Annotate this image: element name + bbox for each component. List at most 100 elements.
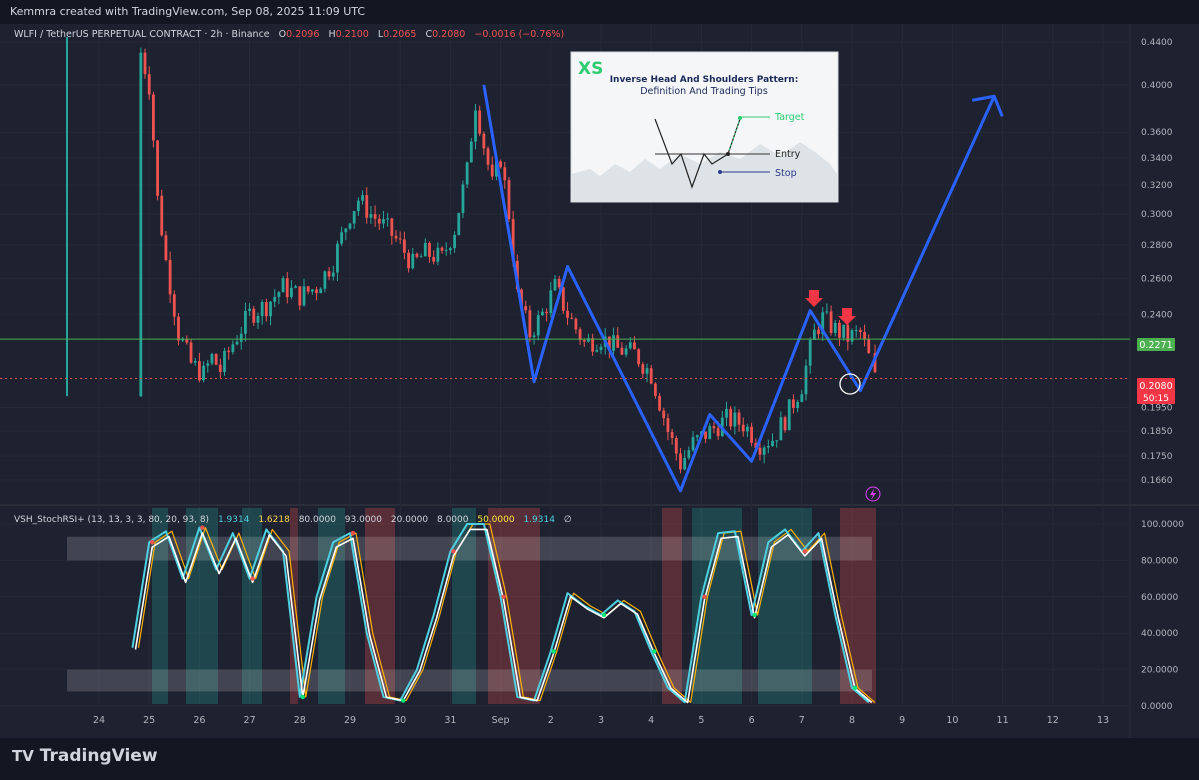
candle-body: [302, 286, 306, 306]
candle-body: [821, 312, 825, 335]
stoch-tick-label: 40.0000: [1141, 629, 1178, 639]
candle-body: [298, 286, 302, 306]
candle-body: [244, 310, 247, 334]
candle-body: [758, 447, 762, 455]
candle-body: [160, 195, 164, 236]
stoch-cross-dot: [551, 649, 556, 654]
time-tick-label: 10: [946, 715, 958, 726]
candle-body: [356, 200, 360, 212]
candle-body: [595, 350, 599, 352]
down-arrow-icon: [805, 290, 823, 307]
candle-body: [566, 310, 569, 318]
stoch-cross-dot: [601, 612, 607, 618]
time-tick-label: 5: [698, 715, 704, 726]
open-label: O: [279, 29, 286, 40]
candle-body: [633, 342, 636, 350]
time-tick-label: 27: [244, 715, 256, 726]
candle-body: [833, 322, 837, 333]
candle-body: [172, 294, 176, 317]
candle-body: [273, 296, 277, 302]
price-tick-label: 0.1850: [1141, 427, 1173, 437]
candle-body: [812, 329, 816, 340]
candle-body: [411, 253, 415, 269]
stoch-d-line: [137, 523, 876, 703]
candle-body: [218, 364, 222, 372]
inverse-head-shoulders-line: [482, 84, 996, 493]
candle-body: [708, 426, 712, 440]
candle-body: [800, 394, 804, 402]
candle-body: [750, 426, 753, 443]
candle-body: [520, 289, 523, 307]
time-tick-label: 29: [344, 715, 356, 726]
price-tick-label: 0.3000: [1141, 210, 1173, 220]
candle-body: [792, 399, 795, 408]
stoch-zone: [290, 508, 298, 704]
candle-body: [863, 332, 866, 340]
entry-circle-marker: [839, 373, 861, 395]
chart[interactable]: 0.4400 0.4000 0.3600 0.3400 0.3200 0.3000 0.28…: [0, 24, 1199, 738]
candle-body: [348, 223, 352, 229]
time-tick-label: 11: [997, 715, 1009, 726]
price-tick-label: 0.2800: [1141, 241, 1173, 251]
candle-body: [214, 354, 218, 365]
candle-body: [850, 330, 854, 342]
candle-body: [193, 361, 197, 363]
inset-title-2: Definition And Trading Tips: [640, 86, 768, 97]
candle-body: [817, 329, 820, 335]
candle-body: [419, 256, 423, 258]
indicator-value-5: 8.0000: [437, 515, 469, 525]
candle-body: [377, 218, 381, 224]
price-tick-label: 0.1750: [1141, 452, 1173, 462]
indicator-suffix: ∅: [564, 515, 572, 525]
indicator-value-1: 1.6218: [258, 515, 290, 525]
indicator-value-0: 1.9314: [218, 515, 250, 525]
candle-body: [674, 437, 678, 454]
lightning-icon[interactable]: [865, 486, 881, 502]
candle-body: [854, 330, 858, 332]
candle-body: [365, 195, 369, 218]
candle-body: [164, 235, 168, 261]
candle-body: [310, 289, 314, 292]
stoch-tick-label: 80.0000: [1141, 556, 1178, 566]
candle-body: [281, 278, 285, 293]
candle-body: [398, 238, 402, 240]
candle-body: [294, 286, 298, 288]
candle-body: [252, 308, 256, 323]
candle-body: [549, 290, 553, 314]
stoch-tick-label: 100.0000: [1141, 520, 1184, 530]
candle-body: [206, 363, 210, 366]
candle-body: [591, 338, 595, 352]
candle-body: [653, 383, 657, 396]
candle-body: [402, 239, 406, 253]
high-label: H: [328, 29, 335, 40]
candle-body: [616, 335, 620, 348]
candle-body: [260, 302, 264, 317]
stoch-cross-dot: [250, 576, 255, 581]
candle-body: [825, 311, 829, 313]
candle-body: [779, 417, 783, 441]
time-tick-label: 3: [598, 715, 604, 726]
low-label: L: [378, 29, 384, 40]
tradingview-logo[interactable]: 𝗧𝗩 TradingView: [12, 746, 158, 766]
candle-body: [269, 301, 272, 317]
candle-body: [679, 453, 682, 470]
price-tick-label: 0.3600: [1141, 128, 1173, 138]
candle-body: [620, 347, 624, 355]
candle-body: [210, 354, 214, 364]
candle-body: [541, 311, 544, 316]
candle-body: [386, 218, 390, 220]
candle-body: [407, 252, 410, 269]
candle-body: [478, 110, 482, 134]
candle-body: [440, 247, 444, 251]
candle-body: [340, 232, 344, 244]
time-tick-label: 4: [648, 715, 654, 726]
candle-body: [775, 440, 779, 442]
candle-body: [691, 437, 695, 451]
candle-body: [570, 317, 574, 319]
current-price-value: 0.2080: [1139, 381, 1172, 392]
candle-body: [327, 271, 331, 277]
candle-body: [177, 316, 180, 341]
candle-body: [587, 338, 590, 342]
candle-body: [838, 322, 841, 338]
candle-body: [344, 228, 348, 233]
